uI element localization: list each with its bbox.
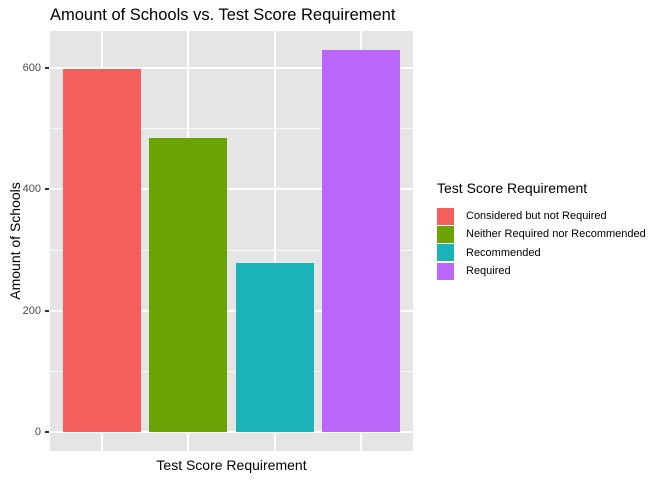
gridline-x [273,31,276,451]
legend-entry: Required [437,262,667,280]
legend-title: Test Score Requirement [437,180,588,196]
legend-key [437,262,454,280]
bar [149,137,228,432]
chart-title: Amount of Schools vs. Test Score Require… [50,6,396,24]
bar [235,263,314,432]
gridline-major-y [50,188,413,191]
gridline-major-y [50,309,413,312]
y-tick-label: 0 [34,425,41,438]
legend-entries: Considered but not Required Neither Requi… [437,207,667,280]
legend-label: Neither Required nor Recommended [466,228,646,241]
legend-label: Recommended [466,246,541,259]
y-tick-mark [45,430,49,433]
y-tick-label: 200 [22,304,41,317]
legend-key [437,207,454,225]
legend-key [437,225,454,243]
y-axis-title: Amount of Schools [7,182,24,300]
gridline-major-y [50,67,413,70]
y-tick-label: 400 [22,183,41,196]
bar [62,69,141,432]
legend-label: Required [466,265,511,278]
y-tick-mark [45,188,49,191]
gridline-minor-y [50,128,413,130]
gridline-minor-y [50,249,413,251]
y-tick-mark [45,67,49,70]
gridline-minor-y [50,370,413,372]
legend-entry: Recommended [437,244,667,262]
legend-key [437,244,454,262]
y-tick-mark [45,309,49,312]
bar [322,50,401,432]
legend-label: Considered but not Required [466,210,607,223]
legend-entry: Considered but not Required [437,207,667,225]
y-axis: Amount of Schools [6,31,24,451]
y-tick-label: 600 [22,62,41,75]
x-axis-title: Test Score Requirement [156,457,307,473]
plot-panel [50,31,413,451]
legend: Test Score Requirement Considered but no… [437,180,667,280]
legend-entry: Neither Required nor Recommended [437,225,667,243]
gridline-major-y [50,430,413,433]
